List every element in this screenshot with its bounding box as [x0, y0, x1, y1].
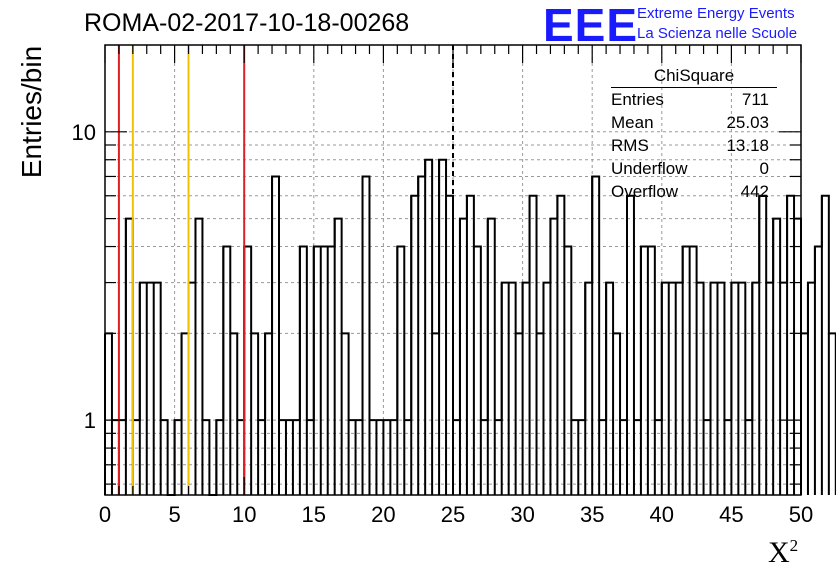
x-tick-label: 0	[99, 502, 111, 527]
stats-row-mean: Mean 25.03	[611, 111, 777, 134]
stats-row-rms: RMS 13.18	[611, 134, 777, 157]
x-tick-label: 50	[789, 502, 813, 527]
stats-value: 711	[741, 90, 769, 109]
y-tick-label: 10	[72, 120, 96, 145]
stats-value: 25.03	[726, 113, 769, 132]
x-tick-label: 5	[168, 502, 180, 527]
y-axis-label: Entries/bin	[16, 45, 47, 179]
y-tick-label: 1	[84, 408, 96, 433]
x-tick-label: 45	[719, 502, 743, 527]
stats-value: 13.18	[726, 136, 769, 155]
axis-ticks	[104, 45, 802, 495]
x-axis-label: X2	[768, 536, 799, 569]
stats-box: ChiSquare Entries 711 Mean 25.03 RMS 13.…	[611, 66, 777, 203]
stats-label: Mean	[611, 113, 654, 132]
stats-title: ChiSquare	[611, 66, 777, 88]
logo-line-1: Extreme Energy Events	[637, 5, 795, 22]
logo-line-2: La Scienza nelle Scuole	[637, 25, 798, 42]
stats-label: Entries	[611, 90, 664, 109]
reference-lines	[117, 45, 454, 495]
stats-label: RMS	[611, 136, 649, 155]
stats-label: Overflow	[611, 182, 679, 201]
tick-labels: 0 5 10 15 20 25 30 35 40 45 50 1 10	[72, 120, 814, 527]
stats-row-entries: Entries 711	[611, 88, 777, 111]
stats-value: 442	[740, 182, 769, 201]
stats-value: 0	[759, 159, 769, 178]
eee-logo: EEE	[543, 0, 639, 51]
stats-label: Underflow	[611, 159, 688, 178]
run-title: ROMA-02-2017-10-18-00268	[84, 9, 410, 37]
x-tick-label: 15	[302, 502, 326, 527]
histogram-outline	[105, 158, 836, 496]
x-tick-label: 30	[510, 502, 534, 527]
x-tick-label: 35	[580, 502, 604, 527]
x-tick-label: 10	[232, 502, 256, 527]
x-tick-label: 25	[441, 502, 465, 527]
stats-row-overflow: Overflow 442	[611, 180, 777, 203]
stats-row-underflow: Underflow 0	[611, 157, 777, 180]
histogram-bins	[104, 158, 836, 496]
x-tick-label: 40	[650, 502, 674, 527]
x-tick-label: 20	[371, 502, 395, 527]
